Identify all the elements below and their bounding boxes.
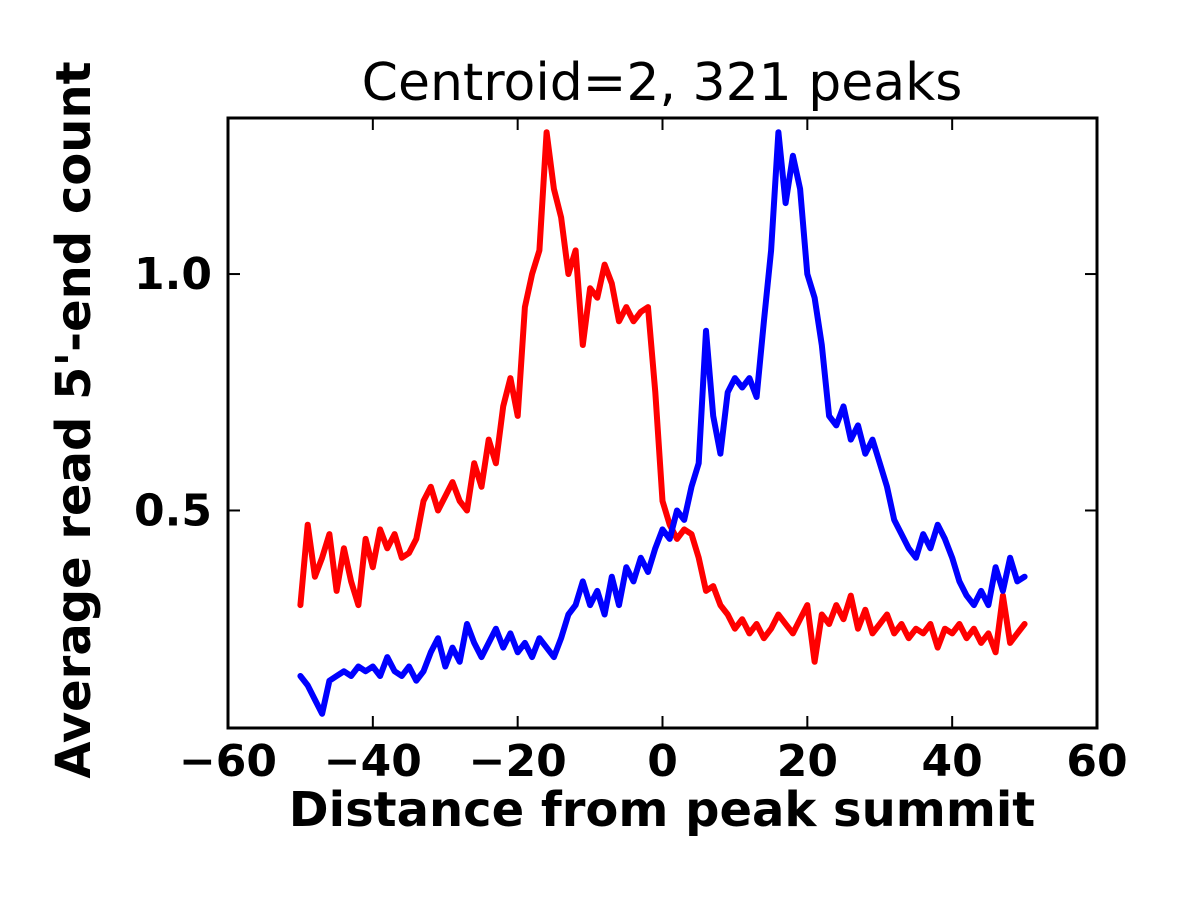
blue-series-line [297, 129, 1028, 717]
x-tick-label: −40 [324, 736, 422, 787]
x-axis-label: Distance from peak summit [289, 782, 1035, 838]
y-tick-label: 1.0 [134, 249, 212, 300]
x-tick-label: 60 [1066, 736, 1127, 787]
x-tick-label: 20 [777, 736, 838, 787]
y-tick-label: 0.5 [134, 485, 212, 536]
x-tick-label: 0 [647, 736, 678, 787]
red-series-line [297, 129, 1028, 665]
chart-title: Centroid=2, 321 peaks [362, 53, 963, 113]
plot-border [226, 116, 1099, 730]
x-tick-label: −20 [469, 736, 567, 787]
plot-area: −60 −40 −20 0 20 40 60 0.5 1.0 [134, 116, 1128, 787]
x-tick-label: −60 [179, 736, 277, 787]
x-tick-label: 40 [922, 736, 983, 787]
y-axis-label: Average read 5'-end count [46, 61, 102, 778]
